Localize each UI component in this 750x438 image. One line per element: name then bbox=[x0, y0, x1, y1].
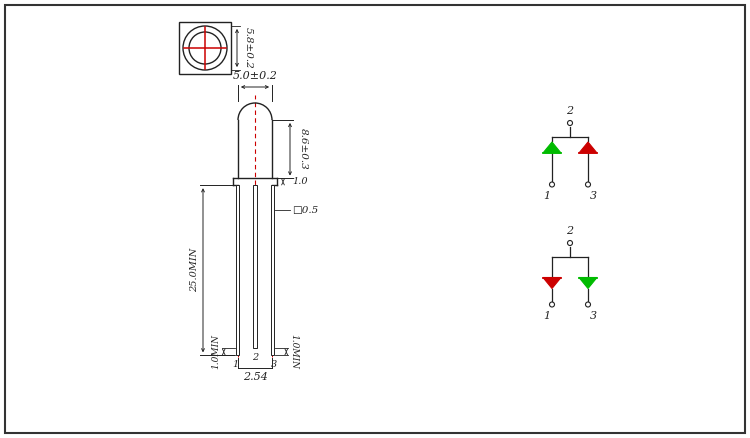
Text: 3: 3 bbox=[590, 311, 596, 321]
Circle shape bbox=[183, 26, 227, 70]
Text: 1: 1 bbox=[544, 191, 550, 201]
Text: □0.5: □0.5 bbox=[292, 206, 319, 215]
Text: 1.0MIN: 1.0MIN bbox=[211, 334, 220, 369]
Text: 2: 2 bbox=[566, 226, 574, 236]
Text: 2: 2 bbox=[566, 106, 574, 116]
Bar bbox=[254, 185, 257, 349]
Polygon shape bbox=[579, 142, 597, 153]
Circle shape bbox=[586, 302, 590, 307]
Text: 1: 1 bbox=[232, 360, 238, 369]
Circle shape bbox=[586, 182, 590, 187]
Text: 1: 1 bbox=[544, 311, 550, 321]
Circle shape bbox=[550, 302, 554, 307]
Circle shape bbox=[550, 182, 554, 187]
Bar bbox=[271, 185, 274, 355]
Polygon shape bbox=[543, 278, 561, 289]
Text: 1.0: 1.0 bbox=[292, 177, 308, 187]
Text: 1.0MIN: 1.0MIN bbox=[290, 334, 298, 369]
Circle shape bbox=[568, 120, 572, 126]
Text: 8.6±0.3: 8.6±0.3 bbox=[298, 128, 307, 170]
Polygon shape bbox=[579, 278, 597, 289]
Circle shape bbox=[568, 240, 572, 246]
Polygon shape bbox=[543, 142, 561, 153]
Text: 3: 3 bbox=[272, 360, 278, 369]
Bar bbox=[236, 185, 239, 355]
Text: 2: 2 bbox=[252, 353, 258, 363]
Text: 5.8±0.2: 5.8±0.2 bbox=[244, 27, 253, 69]
Circle shape bbox=[189, 32, 221, 64]
Text: 2.54: 2.54 bbox=[242, 372, 268, 382]
Text: 3: 3 bbox=[590, 191, 596, 201]
Text: 25.0MIN: 25.0MIN bbox=[190, 248, 200, 293]
Text: 5.0±0.2: 5.0±0.2 bbox=[232, 71, 278, 81]
Bar bbox=[179, 22, 231, 74]
